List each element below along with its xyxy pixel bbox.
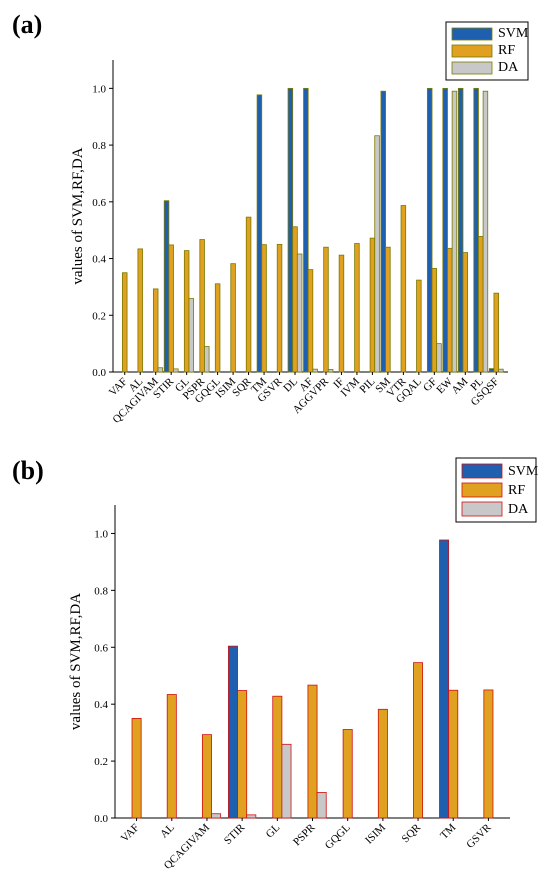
y-tick-label: 0.0	[94, 813, 108, 825]
bar-svm-tm	[256, 94, 263, 373]
bar-da-af	[312, 368, 318, 373]
x-tick-label: TM	[438, 821, 458, 841]
y-tick-label: 0.8	[94, 585, 108, 597]
y-tick-label: 0.4	[92, 254, 106, 266]
bar-rf-sqr	[413, 662, 424, 819]
legend-swatch-da	[461, 501, 503, 517]
bar-svm-af	[303, 87, 309, 373]
bar-da-pl	[482, 90, 489, 373]
y-tick-label: 0.0	[92, 367, 106, 379]
bar-rf-qcagivam	[201, 734, 212, 819]
bar-rf-tm	[448, 689, 459, 819]
bar-rf-isim	[377, 708, 388, 819]
x-tick-label: VAF	[119, 822, 142, 845]
bar-da-pil	[374, 135, 380, 373]
legend-label-rf: RF	[508, 483, 525, 498]
bar-da-pspr	[316, 791, 327, 819]
bar-da-dl	[296, 253, 303, 373]
bar-svm-stir	[228, 645, 238, 819]
bar-da-qcagivam	[211, 813, 222, 819]
y-tick-label: 0.6	[92, 197, 106, 209]
bar-da-gl	[281, 743, 292, 819]
legend-label-svm: SVM	[498, 26, 529, 41]
bar-svm-pl	[473, 87, 479, 373]
y-axis-label: values of SVM,RF,DA	[70, 147, 86, 284]
bar-svm-tm	[439, 539, 450, 819]
bar-svm-sm	[380, 90, 386, 373]
x-tick-label: GSVR	[464, 821, 494, 851]
legend-swatch-rf	[451, 44, 493, 58]
legend-label-da: DA	[508, 502, 529, 517]
legend-swatch-svm	[461, 463, 503, 479]
y-tick-label: 0.6	[94, 642, 108, 654]
x-tick-label: ISIM	[363, 821, 388, 846]
x-tick-label: GQGL	[323, 821, 353, 851]
legend-label-da: DA	[498, 60, 519, 75]
legend-label-svm: SVM	[508, 464, 539, 479]
x-tick-label: AL	[158, 821, 177, 840]
bar-da-ew	[451, 90, 458, 373]
panel-label-a: (a)	[12, 10, 43, 39]
y-tick-label: 1.0	[94, 528, 108, 540]
x-tick-label: PSPR	[291, 821, 318, 848]
y-tick-label: 0.8	[92, 140, 106, 152]
bar-rf-gqgl	[342, 729, 353, 819]
legend-swatch-rf	[461, 482, 503, 498]
legend-swatch-svm	[451, 27, 493, 41]
x-tick-label: SQR	[400, 821, 424, 845]
bar-da-gl	[188, 298, 195, 373]
bar-rf-stir	[237, 690, 248, 819]
y-tick-label: 1.0	[92, 83, 106, 95]
y-axis-label: values of SVM,RF,DA	[68, 593, 84, 730]
bar-da-qcagivam	[157, 367, 164, 373]
bar-da-stir	[173, 368, 179, 373]
panel-label-b: (b)	[12, 456, 44, 485]
legend-label-rf: RF	[498, 43, 515, 58]
bar-rf-al	[166, 694, 177, 819]
bar-da-aggvpr	[327, 369, 334, 373]
bar-rf-vaf	[131, 718, 142, 819]
bar-rf-gl	[272, 695, 283, 819]
y-tick-label: 0.2	[92, 310, 106, 322]
y-tick-label: 0.4	[94, 699, 108, 711]
bar-da-pspr	[204, 346, 210, 373]
bar-da-stir	[246, 814, 257, 819]
bar-svm-am	[457, 87, 464, 373]
bar-svm-ew	[442, 87, 448, 373]
x-tick-label: GL	[264, 821, 283, 840]
bar-rf-gsvr	[483, 689, 494, 819]
legend-swatch-da	[451, 61, 493, 75]
bar-da-gsqsf	[498, 368, 504, 373]
y-tick-label: 0.2	[94, 756, 108, 768]
bar-rf-pspr	[307, 684, 318, 819]
x-tick-label: STIR	[222, 821, 248, 847]
bar-da-gf	[436, 343, 442, 373]
bar-svm-gf	[426, 87, 433, 373]
